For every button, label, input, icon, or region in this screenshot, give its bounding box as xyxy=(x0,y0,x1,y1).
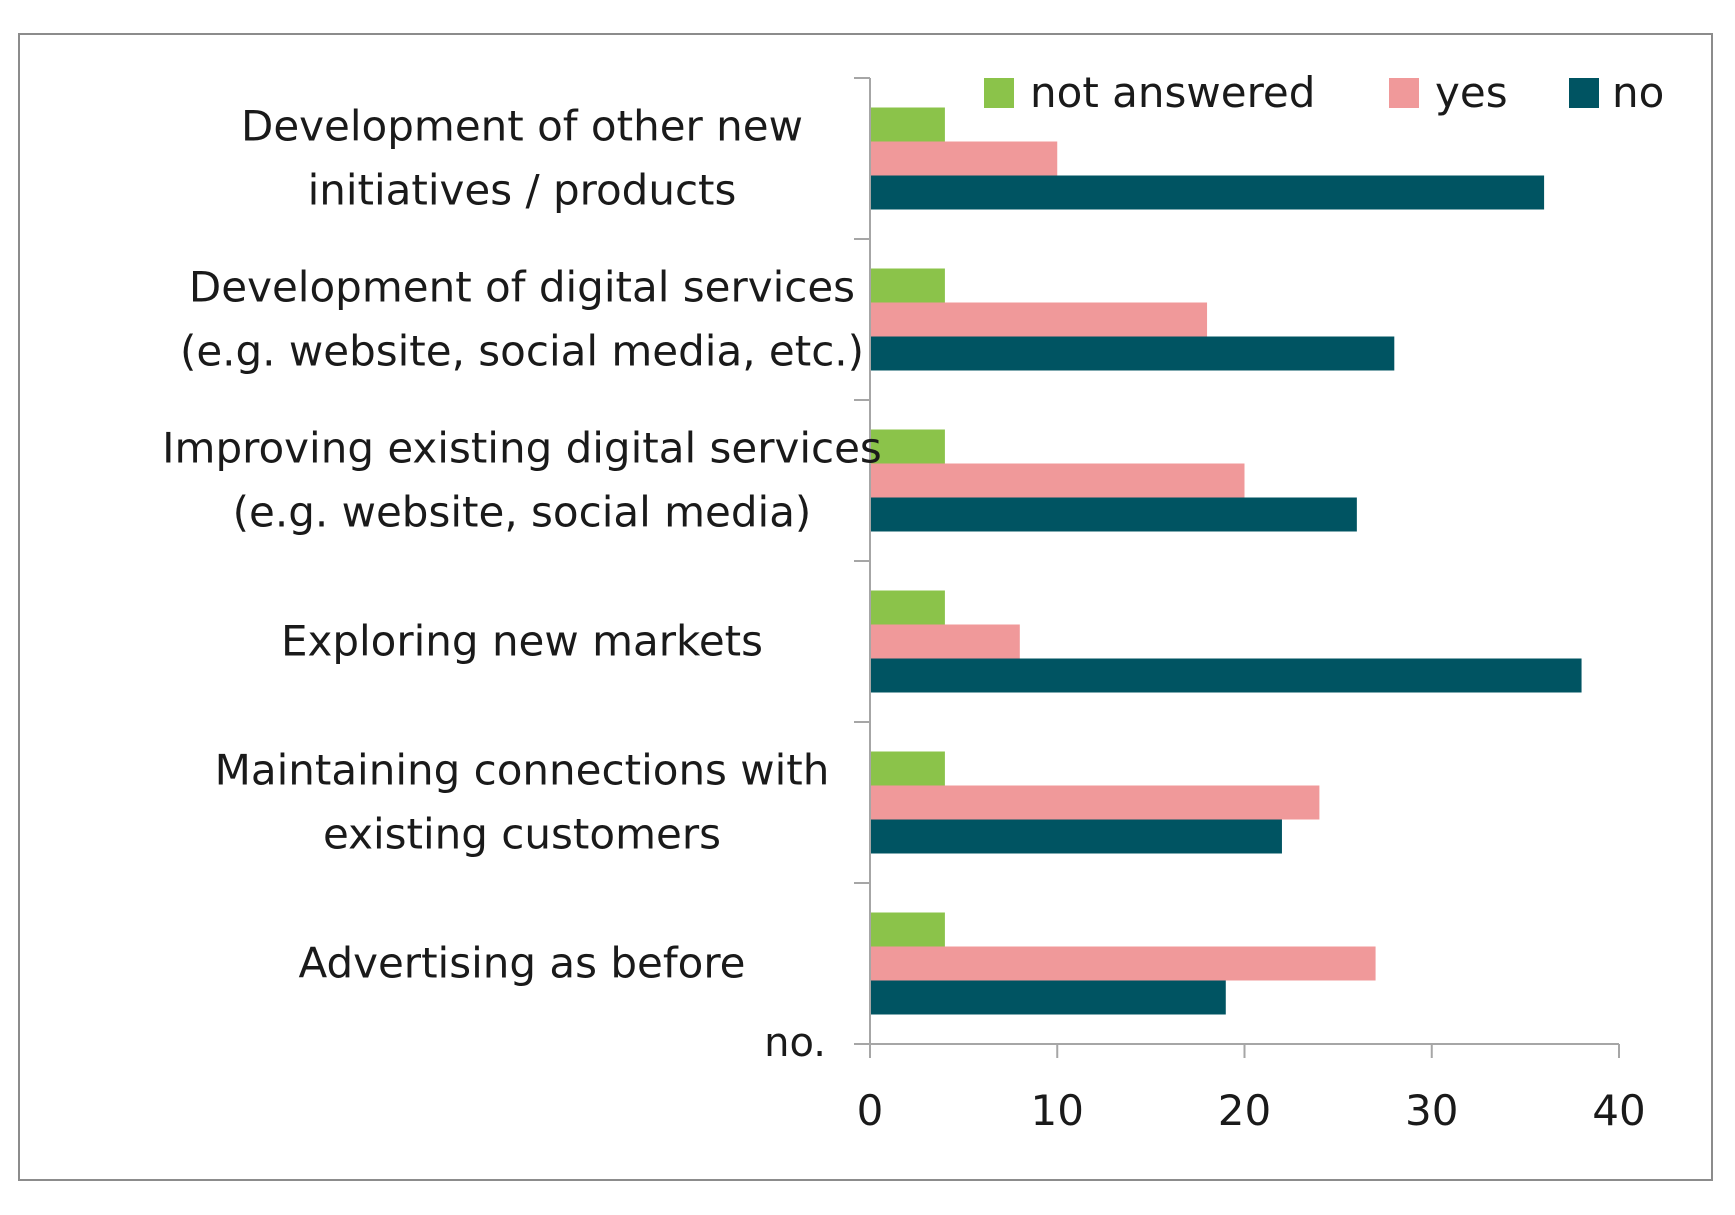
category-label-line: Advertising as before xyxy=(298,939,745,988)
category-label-line: existing customers xyxy=(323,810,721,859)
bar-yes-5 xyxy=(870,946,1376,981)
category-label-3: Exploring new markets xyxy=(281,617,763,666)
bar-yes-1 xyxy=(870,302,1208,337)
bar-no-1 xyxy=(870,336,1395,371)
bar-not-answered-2 xyxy=(870,429,945,464)
x-axis-ticks: 0 10 20 30 40 xyxy=(857,1044,1646,1135)
x-tick-label-0: 0 xyxy=(857,1086,884,1135)
x-tick-label-20: 20 xyxy=(1218,1086,1271,1135)
bar-no-3 xyxy=(870,658,1582,693)
x-tick-label-10: 10 xyxy=(1031,1086,1084,1135)
bar-yes-2 xyxy=(870,463,1245,498)
category-label-2: Improving existing digital services (e.g.… xyxy=(162,424,882,537)
chart-frame xyxy=(18,33,1713,1181)
bar-not-answered-3 xyxy=(870,590,945,625)
bar-not-answered-0 xyxy=(870,107,945,142)
bar-yes-4 xyxy=(870,785,1320,820)
x-tick-label-40: 40 xyxy=(1592,1086,1645,1135)
axis-unit-label: no. xyxy=(764,1020,826,1066)
bar-not-answered-5 xyxy=(870,912,945,947)
category-label-line: initiatives / products xyxy=(308,166,737,215)
category-label-5: Advertising as before xyxy=(298,939,745,988)
legend-swatch-yes xyxy=(1389,78,1419,108)
legend: not answered yes no xyxy=(984,68,1664,117)
legend-label-not-answered: not answered xyxy=(1030,68,1315,117)
bar-yes-3 xyxy=(870,624,1020,659)
bar-not-answered-4 xyxy=(870,751,945,786)
bar-no-2 xyxy=(870,497,1357,532)
category-label-line: Development of other new xyxy=(241,102,803,151)
category-label-1: Development of digital services (e.g. web… xyxy=(180,263,864,376)
category-label-0: Development of other new initiatives / pr… xyxy=(241,102,803,215)
legend-swatch-no xyxy=(1569,78,1599,108)
category-label-line: Development of digital services xyxy=(189,263,855,312)
bar-yes-0 xyxy=(870,141,1058,176)
category-label-line: (e.g. website, social media, etc.) xyxy=(180,327,864,376)
bar-no-5 xyxy=(870,980,1226,1015)
legend-swatch-not-answered xyxy=(984,78,1014,108)
legend-label-yes: yes xyxy=(1435,68,1508,117)
y-axis-ticks xyxy=(854,77,870,1045)
bar-no-4 xyxy=(870,819,1282,854)
category-label-line: Exploring new markets xyxy=(281,617,763,666)
category-label-4: Maintaining connections with existing cus… xyxy=(215,746,830,859)
category-labels: Development of other new initiatives / pr… xyxy=(162,102,882,988)
legend-label-no: no xyxy=(1612,68,1664,117)
category-label-line: (e.g. website, social media) xyxy=(233,488,812,537)
bar-no-0 xyxy=(870,175,1545,210)
category-label-line: Improving existing digital services xyxy=(162,424,882,473)
bar-not-answered-1 xyxy=(870,268,945,303)
category-label-line: Maintaining connections with xyxy=(215,746,830,795)
x-tick-label-30: 30 xyxy=(1405,1086,1458,1135)
bars-group xyxy=(870,107,1582,1015)
